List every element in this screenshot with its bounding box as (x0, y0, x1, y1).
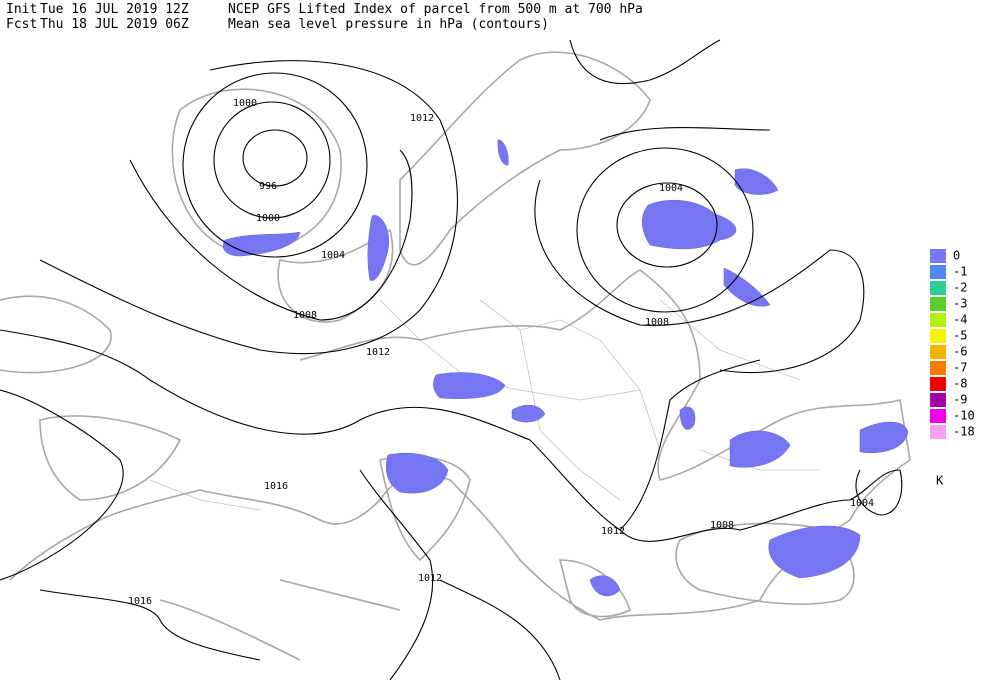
legend-swatch (930, 345, 946, 359)
title: NCEP GFS Lifted Index of parcel from 500… (228, 2, 643, 17)
contour-label: 1012 (418, 573, 442, 584)
contour-label: 996 (259, 181, 277, 192)
contour-label: 1004 (850, 498, 874, 509)
legend-swatch (930, 361, 946, 375)
contour-label: 1000 (256, 213, 280, 224)
contour-label: 1008 (710, 520, 734, 531)
legend-label: -5 (953, 329, 967, 343)
contour-labels: 1000 996 1000 1004 1012 1008 1012 1004 1… (128, 98, 874, 607)
legend-label: -3 (953, 297, 967, 311)
init-label: Init (6, 2, 37, 17)
contour-label: 1004 (659, 183, 683, 194)
legend-swatch (930, 409, 946, 423)
legend-label: -18 (953, 425, 975, 439)
legend-swatch (930, 313, 946, 327)
subtitle: Mean sea level pressure in hPa (contours… (228, 17, 549, 32)
legend-swatch (930, 297, 946, 311)
legend-label: -1 (953, 265, 967, 279)
legend-swatch (930, 265, 946, 279)
lifted-index-areas (222, 139, 909, 597)
legend-swatch (930, 393, 946, 407)
contour-label: 1004 (321, 250, 345, 261)
legend-swatch (930, 329, 946, 343)
contour-label: 1016 (128, 596, 152, 607)
contour-label: 1012 (601, 526, 625, 537)
legend-swatch (930, 281, 946, 295)
contour-label: 1000 (233, 98, 257, 109)
legend-label: -2 (953, 281, 967, 295)
contour-label: 1012 (366, 347, 390, 358)
legend-unit: K (936, 474, 944, 488)
borders (149, 299, 820, 511)
contour-label: 1008 (645, 317, 669, 328)
legend-label: -8 (953, 377, 967, 391)
legend-swatch (930, 377, 946, 391)
legend-swatch (930, 249, 946, 263)
contour-label: 1012 (410, 113, 434, 124)
legend-swatch (930, 425, 946, 439)
contour-label: 1008 (293, 310, 317, 321)
init-time: Tue 16 JUL 2019 12Z (40, 2, 189, 17)
coastlines (0, 51, 911, 661)
fcst-time: Thu 18 JUL 2019 06Z (40, 17, 189, 32)
isobars (0, 39, 903, 680)
header: Init Tue 16 JUL 2019 12Z NCEP GFS Lifted… (6, 2, 643, 32)
legend: K 0 -1 -2 -3 -4 -5 -6 -7 -8 -9 -10 -18 (930, 249, 975, 488)
contour-label: 1016 (264, 481, 288, 492)
legend-label: -9 (953, 393, 967, 407)
fcst-label: Fcst (6, 17, 37, 32)
legend-label: 0 (953, 249, 960, 263)
legend-label: -10 (953, 409, 975, 423)
legend-label: -7 (953, 361, 967, 375)
legend-label: -6 (953, 345, 967, 359)
legend-label: -4 (953, 313, 967, 327)
